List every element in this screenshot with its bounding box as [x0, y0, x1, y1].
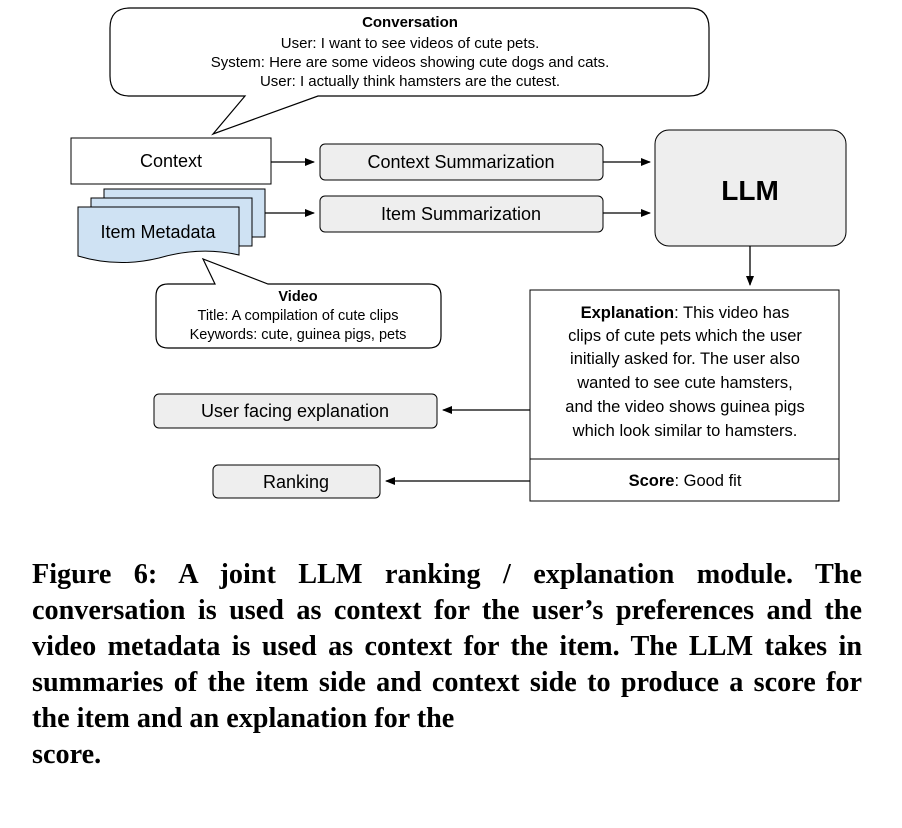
figure-caption-last: score.: [32, 739, 102, 770]
llm-label: LLM: [721, 175, 779, 206]
video-line-2: Keywords: cute, guinea pigs, pets: [190, 327, 407, 343]
score-heading: Score: [629, 472, 675, 490]
explanation-line-1-text: : This video has: [674, 304, 789, 322]
llm-box: LLM: [654, 129, 847, 247]
video-line-1: Title: A compilation of cute clips: [198, 308, 399, 324]
video-bubble: Video Title: A compilation of cute clips…: [155, 257, 442, 349]
user-facing-explanation-label: User facing explanation: [201, 401, 389, 421]
item-metadata-stack: Item Metadata: [77, 188, 266, 263]
conversation-bubble-shape: [109, 7, 710, 136]
context-summarization-box: Context Summarization: [319, 143, 604, 181]
explanation-box: Explanation: This video has clips of cut…: [529, 289, 840, 460]
score-box: Score: Good fit: [529, 458, 840, 502]
score-value: : Good fit: [674, 472, 741, 490]
explanation-box-shape: [529, 289, 840, 460]
conversation-bubble: Conversation User: I want to see videos …: [109, 7, 710, 136]
video-title: Video: [278, 289, 317, 305]
ranking-label: Ranking: [263, 472, 329, 492]
score-text: Score: Good fit: [629, 472, 742, 490]
explanation-line-1: Explanation: This video has: [581, 304, 790, 322]
explanation-line-2: clips of cute pets which the user: [568, 327, 802, 345]
item-metadata-label: Item Metadata: [100, 222, 216, 242]
score-box-shape: [529, 458, 840, 502]
item-summarization-label: Item Summarization: [381, 204, 541, 224]
diagram-canvas: Conversation User: I want to see videos …: [70, 7, 847, 502]
context-box: Context: [70, 137, 272, 185]
item-summarization-shape: [319, 195, 604, 233]
conversation-line-2: System: Here are some videos showing cut…: [211, 54, 610, 71]
explanation-line-6: which look similar to hamsters.: [572, 422, 798, 440]
user-facing-explanation-shape: [153, 393, 438, 429]
context-box-shape: [70, 137, 272, 185]
explanation-line-4: wanted to see cute hamsters,: [576, 374, 793, 392]
figure-caption-main: Figure 6: A joint LLM ranking / explanat…: [32, 559, 862, 734]
conversation-line-3: User: I actually think hamsters are the …: [260, 73, 560, 90]
video-bubble-shape: [155, 257, 442, 349]
item-summarization-box: Item Summarization: [319, 195, 604, 233]
metadata-front-page: [77, 206, 240, 263]
ranking-shape: [212, 464, 381, 499]
context-label: Context: [140, 151, 202, 171]
conversation-title: Conversation: [362, 14, 458, 31]
explanation-heading: Explanation: [581, 304, 675, 322]
context-summarization-label: Context Summarization: [367, 152, 554, 172]
conversation-line-1: User: I want to see videos of cute pets.: [281, 35, 539, 52]
ranking-box: Ranking: [212, 464, 381, 499]
user-facing-explanation-box: User facing explanation: [153, 393, 438, 429]
explanation-line-5: and the video shows guinea pigs: [565, 398, 804, 416]
figure-caption: Figure 6: A joint LLM ranking / explanat…: [32, 557, 862, 773]
explanation-line-3: initially asked for. The user also: [570, 350, 800, 368]
